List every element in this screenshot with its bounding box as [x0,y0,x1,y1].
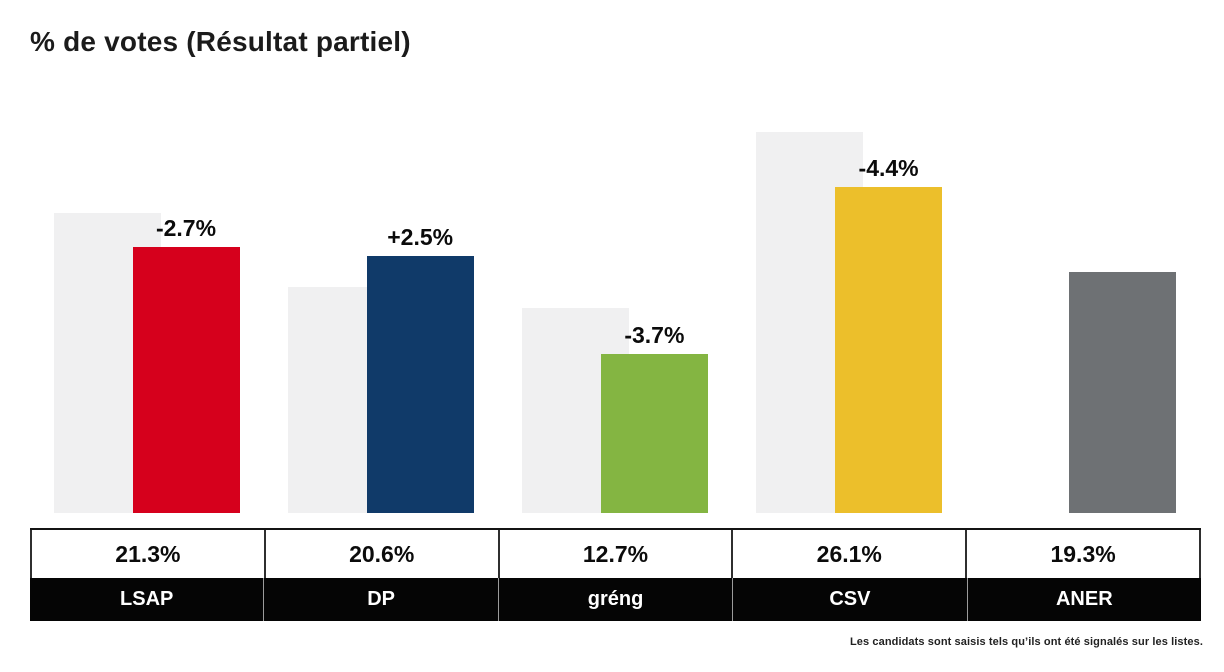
current-bar-lsap [132,246,240,513]
delta-label-greng: -3.7% [624,322,685,349]
delta-label-lsap: -2.7% [155,214,217,241]
delta-label-dp: +2.5% [387,223,454,250]
current-bar-dp [366,255,474,513]
bars-area: -2.7% +2.5% -3.7% -4.4% [30,0,1201,513]
current-bar-csv [835,186,943,513]
vote-share-lsap: 21.3% [32,530,266,578]
vote-share-csv: 26.1% [733,530,968,578]
party-name-aner: ANER [1055,588,1113,610]
vote-share-aner: 19.3% [1050,540,1116,567]
vote-share-dp: 20.6% [266,530,500,578]
current-bar-greng [600,354,708,513]
vote-share-greng: 12.7% [500,530,734,578]
footer-note: Les candidats sont saisis tels qu’ils on… [849,636,1203,648]
chart-title: % de votes (Résultat partiel) [30,26,411,57]
party-name-greng: gréng [499,578,734,621]
party-name-row: LSAP DP gréng CSV ANER [30,578,1201,621]
party-name-dp: DP [264,578,499,621]
party-name-lsap: LSAP [30,578,265,621]
current-bar-aner [1069,271,1177,513]
party-name-csv: CSV [733,578,968,621]
results-table: 21.3% 20.6% 12.7% 26.1% 19.3% LSAP DP gréng CSV… [30,528,1201,621]
vote-share-row: 21.3% 20.6% 12.7% 26.1% 19.3% [30,530,1201,578]
delta-label-csv: -4.4% [858,154,919,181]
